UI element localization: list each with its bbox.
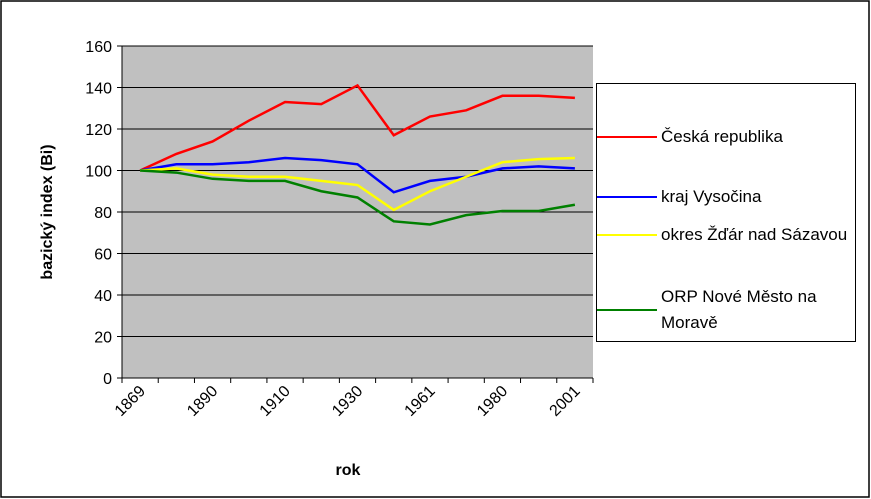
legend-item: okres Žďár nad Sázavou xyxy=(597,222,855,248)
legend-item: kraj Vysočina xyxy=(597,184,855,210)
series-line xyxy=(139,156,575,194)
legend-swatch xyxy=(597,309,657,311)
y-tick-label: 20 xyxy=(94,330,112,347)
legend-label: Česká republika xyxy=(661,127,783,146)
y-tick-label: 40 xyxy=(94,288,112,305)
y-tick-label: 80 xyxy=(94,205,112,222)
y-tick-label: 120 xyxy=(85,122,112,139)
legend-swatch xyxy=(597,234,657,236)
legend-swatch xyxy=(597,136,657,138)
y-tick-label: 100 xyxy=(85,164,112,181)
y-tick-label: 60 xyxy=(94,247,112,264)
x-axis-title: rok xyxy=(336,462,361,479)
y-tick-label: 140 xyxy=(85,81,112,98)
y-tick-label: 0 xyxy=(103,371,112,388)
y-tick-label: 160 xyxy=(85,39,112,56)
series-line xyxy=(140,169,576,226)
legend-label: ORP Nové Město na Moravě xyxy=(661,287,817,332)
series-line xyxy=(139,83,575,172)
legend-item: Česká republika xyxy=(597,124,855,150)
y-axis-title: bazický index (Bi) xyxy=(39,144,56,279)
legend-swatch xyxy=(597,196,657,198)
legend-item: ORP Nové Město na Moravě xyxy=(597,284,855,336)
series-line xyxy=(140,156,575,212)
legend-label: okres Žďár nad Sázavou xyxy=(661,225,848,244)
legend: Česká republika kraj Vysočina okres Žďár n… xyxy=(596,83,856,342)
legend-label: kraj Vysočina xyxy=(661,187,762,206)
